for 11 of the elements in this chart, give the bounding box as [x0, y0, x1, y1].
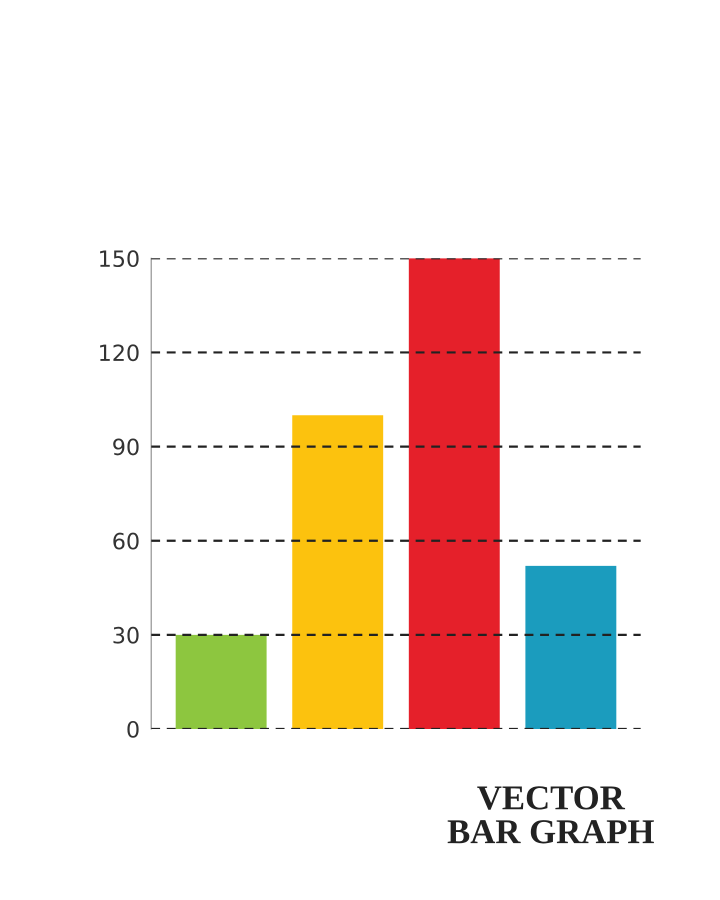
bar [176, 634, 267, 729]
bar [408, 258, 500, 729]
y-tick-label: 30 [114, 626, 139, 644]
bar [292, 415, 384, 729]
text: VECTOR BAR GRAPH [448, 786, 654, 844]
y-tick-label: 90 [113, 438, 139, 456]
y-tick-label: 0 [127, 720, 139, 738]
y-tick-label: 150 [100, 250, 139, 268]
bar [525, 566, 616, 729]
y-tick-label: 120 [100, 344, 139, 362]
y-tick-label: 60 [113, 532, 139, 550]
